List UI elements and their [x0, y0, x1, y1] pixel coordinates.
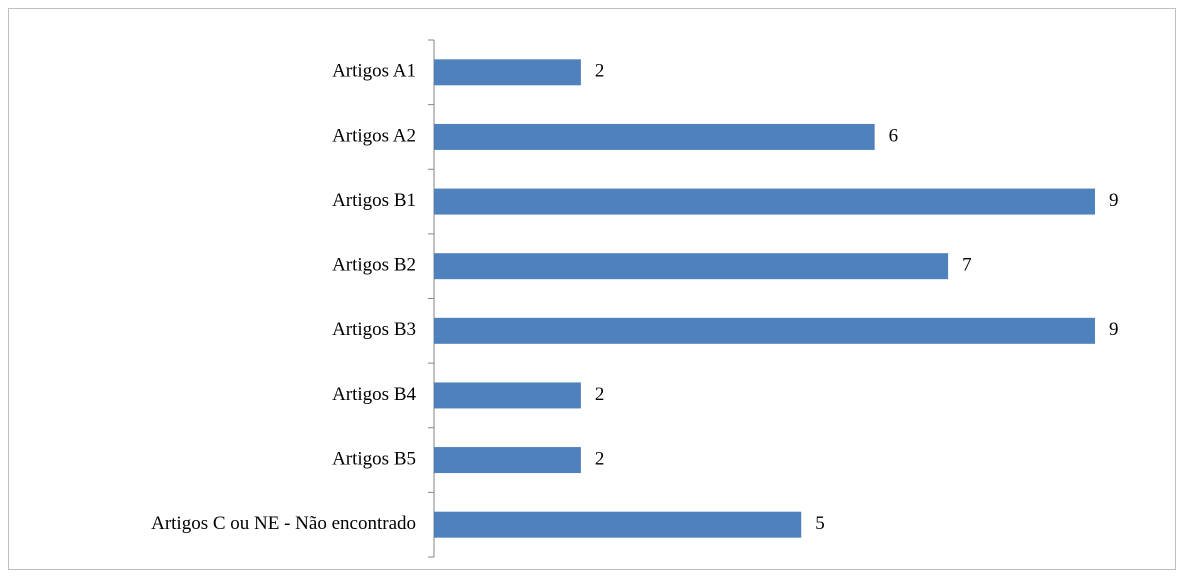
value-label: 2: [595, 448, 605, 469]
category-label: Artigos B3: [332, 319, 416, 340]
value-label: 9: [1109, 319, 1119, 340]
bar: [434, 317, 1095, 344]
category-label: Artigos A1: [332, 61, 416, 82]
value-label: 5: [815, 513, 825, 534]
bar: [434, 447, 581, 474]
value-label: 6: [889, 125, 899, 146]
value-label: 9: [1109, 190, 1119, 211]
bar: [434, 511, 802, 538]
value-label: 2: [595, 61, 605, 82]
value-label: 2: [595, 384, 605, 405]
category-label: Artigos B4: [332, 384, 416, 405]
category-label: Artigos A2: [332, 125, 416, 146]
bar: [434, 188, 1095, 215]
bar: [434, 59, 581, 86]
category-label: Artigos B5: [332, 448, 416, 469]
chart-border: [8, 8, 1176, 570]
category-label: Artigos C ou NE - Não encontrado: [151, 513, 416, 534]
category-label: Artigos B2: [332, 255, 416, 276]
value-label: 7: [962, 255, 972, 276]
bar: [434, 253, 949, 280]
category-label: Artigos B1: [332, 190, 416, 211]
bar: [434, 123, 875, 150]
bar: [434, 382, 581, 409]
